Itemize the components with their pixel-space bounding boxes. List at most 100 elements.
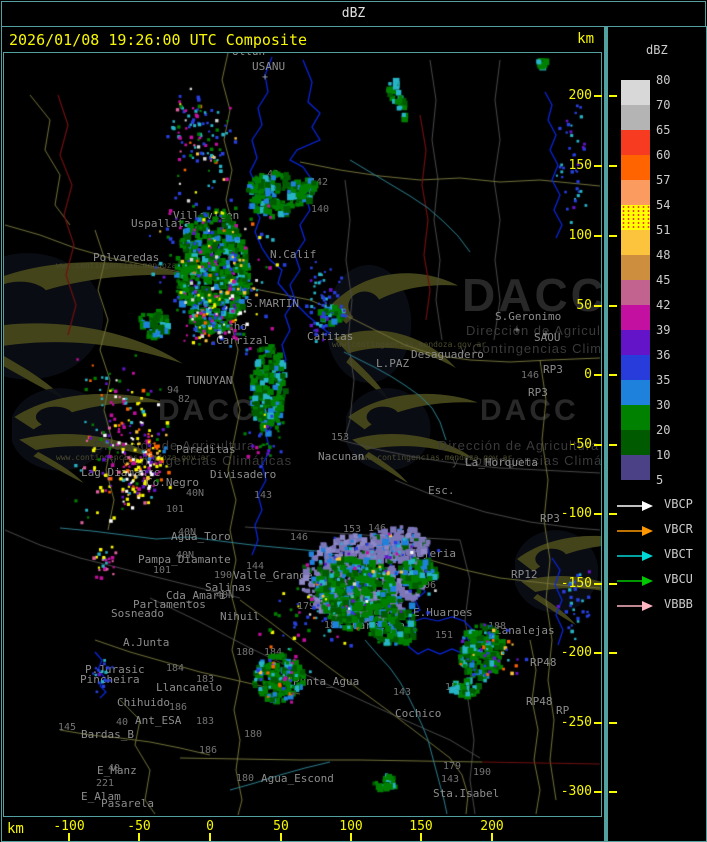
y-tick-mark [594,652,602,654]
timestamp-row: 2026/01/08 19:26:00 UTC Composite km [2,27,604,52]
y-tick-label: -250 [560,715,592,730]
legend-row-VBCP: VBCP [616,498,693,512]
y-tick-mark [609,444,617,446]
colorbar-value: 42 [656,298,671,312]
colorbar-block-20 [621,430,650,455]
y-tick-mark [609,374,617,376]
y-tick-mark [609,791,617,793]
y-tick-mark [594,583,602,585]
colorbar-min-value: 5 [656,473,664,487]
legend-row-VBCU: VBCU [616,573,693,587]
x-tick-label: 150 [409,819,433,834]
station-label: VBCU [664,572,693,586]
colorbar-value: 65 [656,123,671,137]
x-tick-label: 200 [480,819,504,834]
colorbar-block-45 [621,280,650,305]
y-tick-mark [594,791,602,793]
y-tick-label: -50 [568,437,592,452]
station-label: VBCR [664,522,693,536]
y-tick-mark [594,235,602,237]
x-axis-unit: km [7,821,24,837]
colorbar-block-10 [621,455,650,480]
y-tick-mark [594,165,602,167]
station-arrow-icon [617,601,653,611]
x-tick-label: 0 [206,819,214,834]
station-arrow-icon [617,551,653,561]
colorbar-block-30 [621,405,650,430]
y-tick-mark [609,165,617,167]
colorbar-value: 57 [656,173,671,187]
x-tick-mark [138,833,140,841]
colorbar-block-51 [621,230,650,255]
station-label: VBCT [664,547,693,561]
colorbar-value: 48 [656,248,671,262]
y-tick-mark [609,513,617,515]
colorbar-block-35 [621,380,650,405]
x-tick-mark [491,833,493,841]
y-tick-mark [594,513,602,515]
y-axis-unit: km [577,31,594,47]
colorbar-value: 30 [656,398,671,412]
colorbar-value: 35 [656,373,671,387]
window-title: dBZ [341,6,366,21]
station-label: VBCP [664,497,693,511]
colorbar-block-80 [621,80,650,105]
legend-row-VBCR: VBCR [616,523,693,537]
x-tick-mark [350,833,352,841]
x-tick-mark [68,833,70,841]
colorbar-value: 60 [656,148,671,162]
station-arrow-icon [617,501,653,511]
colorbar-value: 70 [656,98,671,112]
y-tick-label: -150 [560,576,592,591]
colorbar-block-48 [621,255,650,280]
colorbar-block-70 [621,105,650,130]
y-tick-label: -100 [560,506,592,521]
colorbar-value: 39 [656,323,671,337]
colorbar-value: 54 [656,198,671,212]
y-tick-mark [594,722,602,724]
y-tick-mark [609,95,617,97]
y-tick-mark [609,722,617,724]
colorbar-value: 51 [656,223,671,237]
radar-map: www.contingencias.mendoza.gov.arDACCDire… [3,52,602,817]
colorbar-title: dBZ [646,43,668,57]
colorbar-block-39 [621,330,650,355]
y-tick-mark [609,652,617,654]
station-arrow-icon [617,576,653,586]
colorbar-block-65 [621,130,650,155]
colorbar-block-54 [621,205,650,230]
y-tick-mark [594,95,602,97]
x-tick-label: 50 [273,819,289,834]
x-tick-mark [280,833,282,841]
radar-echoes-canvas [4,53,601,816]
colorbar-value: 20 [656,423,671,437]
station-arrow-icon [617,526,653,536]
x-axis: km -100 -50 0 50 100 150 200 [2,817,604,841]
colorbar-block-60 [621,155,650,180]
y-tick-label: 100 [568,228,592,243]
y-tick-mark [594,374,602,376]
y-tick-mark [609,235,617,237]
y-tick-mark [609,305,617,307]
colorbar-value: 80 [656,73,671,87]
colorbar-value: 10 [656,448,671,462]
timestamp: 2026/01/08 19:26:00 UTC Composite [9,31,308,49]
y-tick-mark [609,583,617,585]
x-tick-label: -50 [127,819,151,834]
legend-row-VBBB: VBBB [616,598,693,612]
y-tick-label: 150 [568,158,592,173]
x-tick-mark [420,833,422,841]
x-tick-label: -100 [53,819,85,834]
y-tick-label: 200 [568,88,592,103]
x-tick-label: 100 [339,819,363,834]
colorbar-block-42 [621,305,650,330]
y-tick-label: -200 [560,645,592,660]
window-titlebar: dBZ [1,1,706,27]
y-tick-label: 0 [584,367,592,382]
y-tick-mark [594,305,602,307]
colorbar-panel: dBZ 80 70 65 60 57 54 51 48 45 42 39 36 35 30 20 10 5 VB… [605,26,707,842]
colorbar-value: 36 [656,348,671,362]
y-tick-label: 50 [576,298,592,313]
y-tick-label: -300 [560,784,592,799]
